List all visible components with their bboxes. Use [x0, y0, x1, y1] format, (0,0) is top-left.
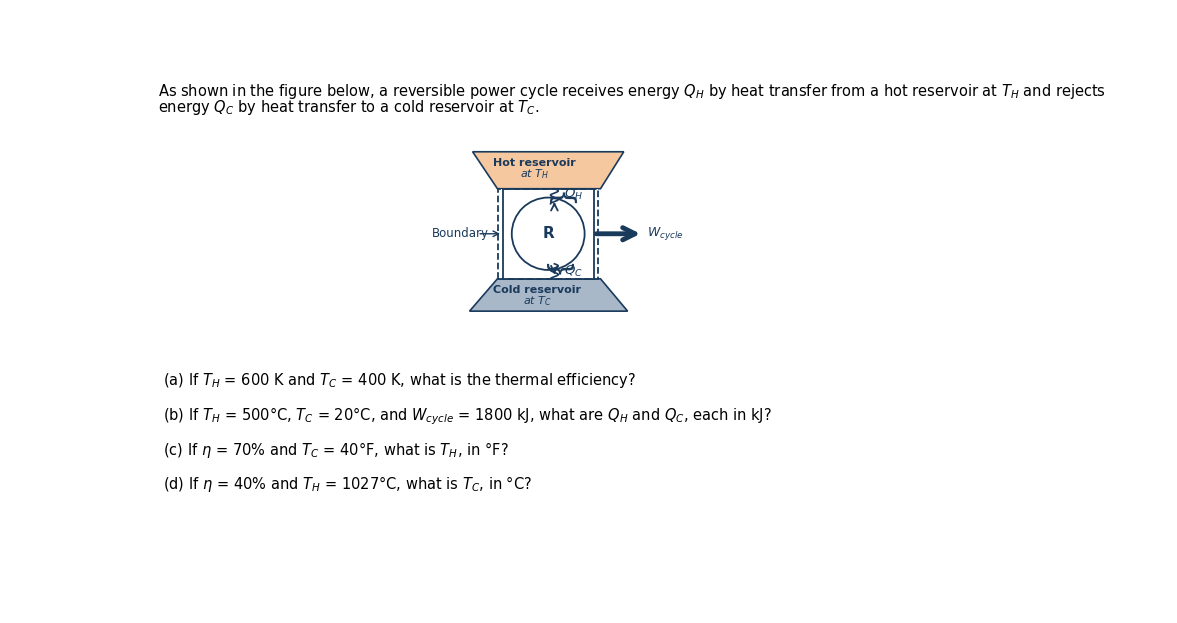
Text: $Q_H$: $Q_H$ — [565, 188, 584, 202]
Text: (a) If $T_H$ = 600 K and $T_C$ = 400 K, what is the thermal efficiency?: (a) If $T_H$ = 600 K and $T_C$ = 400 K, … — [162, 371, 636, 390]
Polygon shape — [470, 279, 627, 311]
Bar — [498, 189, 598, 279]
Text: (c) If $\eta$ = 70% and $T_C$ = 40°F, what is $T_H$, in °F?: (c) If $\eta$ = 70% and $T_C$ = 40°F, wh… — [162, 440, 508, 460]
Text: $W_{cycle}$: $W_{cycle}$ — [647, 226, 684, 242]
Text: at $T_C$: at $T_C$ — [523, 294, 552, 308]
Text: Hot reservoir: Hot reservoir — [493, 158, 576, 168]
Circle shape — [512, 197, 585, 270]
Text: As shown in the figure below, a reversible power cycle receives energy $Q_H$ by : As shown in the figure below, a reversib… — [158, 82, 1106, 102]
Polygon shape — [473, 152, 624, 189]
Text: (d) If $\eta$ = 40% and $T_H$ = 1027°C, what is $T_C$, in °C?: (d) If $\eta$ = 40% and $T_H$ = 1027°C, … — [162, 473, 532, 493]
Text: $Q_C$: $Q_C$ — [565, 264, 584, 278]
Text: (b) If $T_H$ = 500°C, $T_C$ = 20°C, and $W_{cycle}$ = 1800 kJ, what are $Q_H$ an: (b) If $T_H$ = 500°C, $T_C$ = 20°C, and … — [162, 406, 771, 427]
Text: at $T_H$: at $T_H$ — [520, 167, 548, 181]
Text: energy $Q_C$ by heat transfer to a cold reservoir at $T_C$.: energy $Q_C$ by heat transfer to a cold … — [158, 98, 539, 117]
Text: {: { — [545, 191, 573, 209]
Text: Cold reservoir: Cold reservoir — [493, 285, 581, 295]
Text: Boundary: Boundary — [432, 227, 490, 240]
Text: R: R — [543, 226, 554, 241]
Text: {: { — [545, 257, 573, 274]
